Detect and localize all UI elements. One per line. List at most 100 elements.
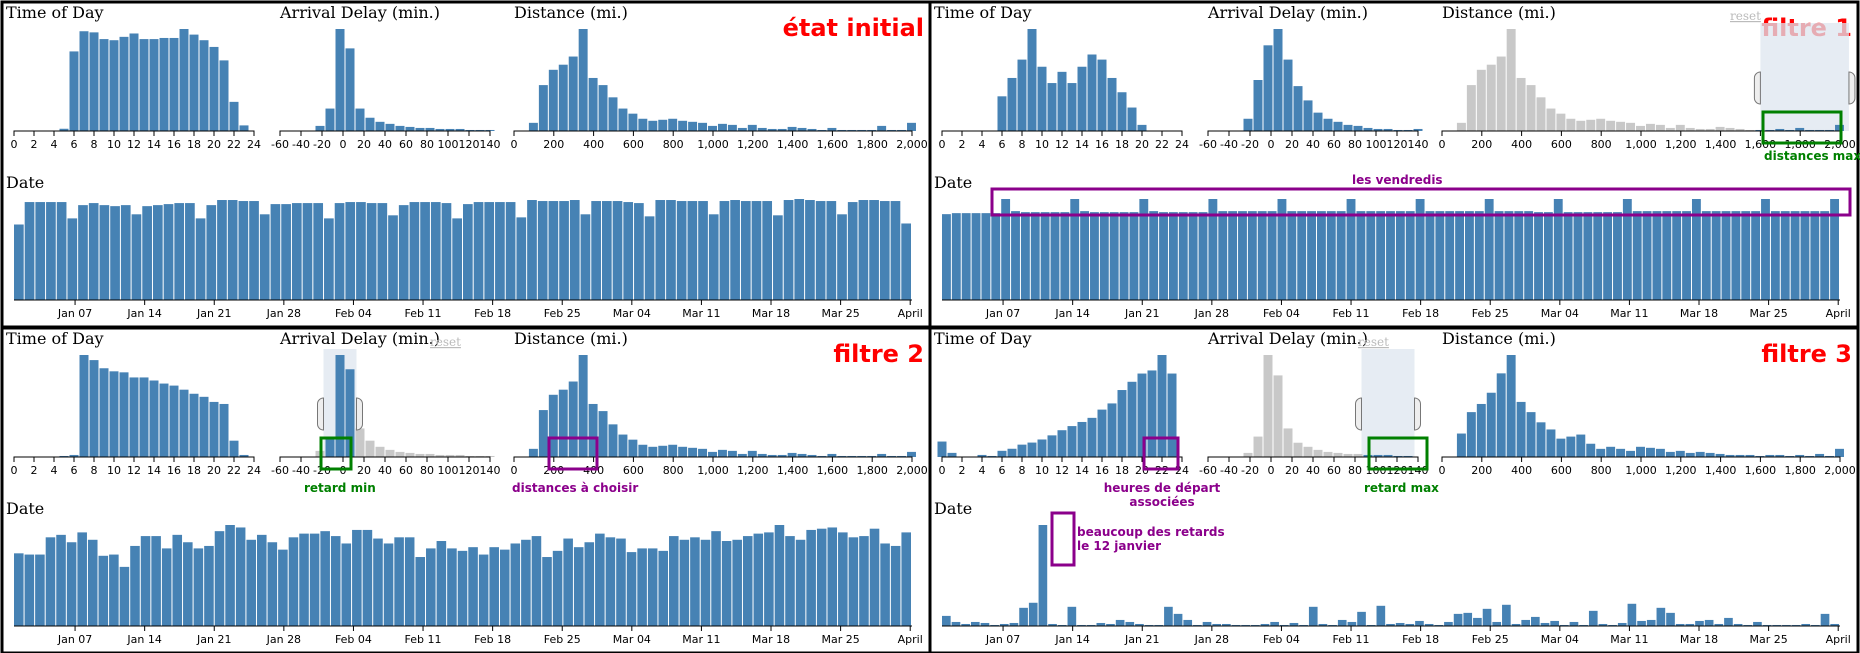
reset-link[interactable]: reset (430, 335, 461, 349)
bar-distance (1546, 429, 1556, 457)
bar-date (563, 538, 573, 626)
annotation-distmax-box (1761, 110, 1843, 145)
annotation-hours-2: associées (1129, 495, 1194, 509)
bar-date (278, 549, 288, 626)
tick-label: Mar 25 (821, 307, 859, 320)
bar-distance (1506, 29, 1516, 131)
bar-distance (658, 119, 668, 131)
brush-handle-left[interactable] (1355, 397, 1362, 431)
bar-time (947, 452, 957, 457)
bar-date (56, 202, 67, 300)
bar-distance (678, 446, 688, 457)
bar-date (330, 536, 341, 626)
bar-delay (475, 129, 485, 131)
axis-time: 0 2 4 6 8 10 12 14 16 18 20 22 24 (939, 130, 1189, 151)
axis-time: 0 2 4 6 8 10 12 14 16 18 20 22 24 (11, 130, 261, 151)
bar-time (239, 125, 249, 131)
bar-date (420, 202, 430, 300)
tick-label: 4 (979, 138, 986, 151)
bar-delay (1333, 452, 1343, 457)
tick-label: Feb 25 (1472, 307, 1509, 320)
bar-delay (1373, 454, 1383, 457)
tick-label: 40 (378, 138, 392, 151)
tick-label: Jan 21 (1124, 307, 1159, 320)
bar-delay (475, 455, 485, 457)
tick-label: 0 (1439, 138, 1446, 151)
tick-label: 0 (1439, 464, 1446, 477)
tick-label: 1,400 (777, 464, 809, 477)
bar-distance (1466, 412, 1476, 457)
bar-delay (485, 455, 495, 457)
bar-date (806, 529, 816, 626)
tick-label: 20 (207, 138, 221, 151)
bar-date (1731, 211, 1741, 300)
chart-date: Date Jan 07 Jan 14 Jan 21 Jan 28 Feb 04 Feb 11… (6, 499, 923, 646)
bar-time (1097, 59, 1107, 131)
bar-date (1502, 604, 1511, 626)
bar-date (1608, 624, 1617, 626)
tick-label: 60 (1327, 138, 1341, 151)
bar-date (1020, 212, 1030, 300)
bar-time (89, 360, 99, 457)
tick-label: 80 (420, 464, 434, 477)
bar-distance (1665, 451, 1675, 457)
chart-date-title: Date (934, 173, 972, 192)
bar-date (24, 554, 35, 626)
bar-time (139, 39, 149, 131)
bar-date (1711, 211, 1721, 300)
bar-date (848, 537, 859, 626)
chart-time-title: Time of Day (934, 329, 1032, 348)
tick-label: 100 (438, 464, 459, 477)
bar-delay (1313, 449, 1323, 457)
bar-distance (598, 411, 608, 457)
bar-date (1222, 623, 1231, 626)
bar-date (698, 201, 708, 300)
chart-date: Date Jan 07 Jan 14 Jan 21 Jan 28 Feb 04 Feb 11… (934, 173, 1851, 320)
bar-distance (1576, 434, 1586, 457)
bar-date (259, 214, 270, 300)
bar-distance (777, 454, 787, 457)
bar-date (1691, 199, 1701, 300)
tick-label: 800 (663, 464, 684, 477)
tick-label: Feb 04 (335, 633, 372, 646)
brush-handle-right[interactable] (1414, 397, 1421, 431)
bar-distance (1705, 128, 1715, 131)
bar-date (676, 201, 687, 300)
bar-date (1125, 621, 1135, 626)
bar-date (970, 621, 980, 626)
tick-label: 18 (187, 464, 201, 477)
reset-link[interactable]: reset (1730, 9, 1761, 23)
brush-extent[interactable] (1760, 23, 1849, 131)
bar-distance (1735, 128, 1745, 131)
brush-handle-left[interactable] (1753, 71, 1761, 105)
bar-time (1117, 390, 1127, 457)
brush-handle-left[interactable] (317, 397, 324, 431)
bar-time (1057, 430, 1067, 457)
bar-time (199, 40, 209, 132)
bar-date (971, 213, 981, 300)
brush-handle-right[interactable] (356, 397, 363, 431)
bar-date (183, 542, 193, 626)
bar-time (59, 128, 69, 131)
bar-date (193, 548, 204, 626)
tick-label: 0 (340, 138, 347, 151)
reset-link[interactable]: reset (1358, 335, 1389, 349)
bar-distance (1815, 453, 1825, 457)
bar-distance (1496, 373, 1506, 457)
bar-time (169, 385, 179, 457)
bar-date (291, 203, 302, 300)
bar-date (1070, 199, 1080, 300)
bar-date (1260, 623, 1270, 626)
brush-handle-right[interactable] (1848, 71, 1856, 105)
tick-label: 24 (1175, 138, 1189, 151)
bar-date (1593, 212, 1603, 300)
bar-date (14, 553, 24, 626)
tick-label: -40 (1220, 138, 1238, 151)
tick-label: 8 (91, 138, 98, 151)
bar-date (1751, 211, 1761, 300)
tick-label: 1,200 (1665, 138, 1697, 151)
bar-date (130, 545, 140, 626)
bar-distance (727, 124, 737, 131)
tick-label: 20 (207, 464, 221, 477)
